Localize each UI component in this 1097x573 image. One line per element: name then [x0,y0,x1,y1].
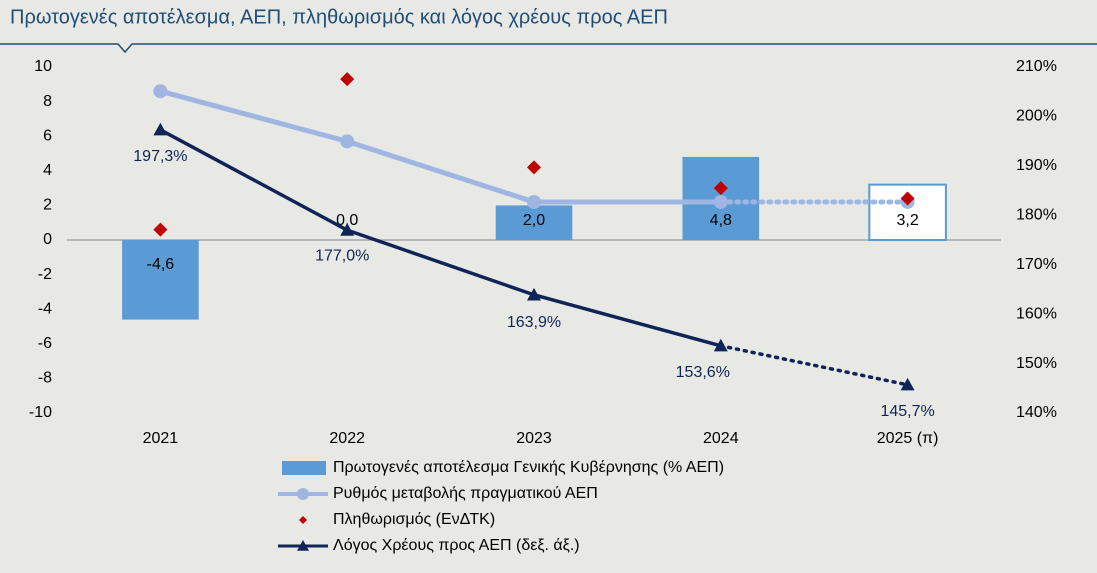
line [158,128,723,348]
data-label: 177,0% [315,247,369,264]
point [153,84,168,99]
y-tick-label: 4 [43,162,52,179]
data-label: 163,9% [507,314,561,331]
point [713,338,728,352]
y-tick-label: 8 [43,93,52,110]
point [900,191,915,206]
point [527,287,541,301]
bar-label: 3,2 [896,212,918,229]
bar-label: -4,6 [147,256,175,273]
bar [495,205,573,240]
point [527,160,541,175]
point [713,194,728,209]
x-tick-label: 2022 [329,430,365,447]
point [153,222,168,237]
point [527,194,541,209]
y-tick-label: -4 [38,300,52,317]
title-rule [0,43,1097,54]
y-tick-label: 0 [43,231,52,248]
x-tick-label: 2024 [703,430,739,447]
chart-title: Πρωτογενές αποτέλεσμα, ΑΕΠ, πληθωρισμός … [10,6,668,28]
y2-tick-label: 150% [1016,355,1057,372]
bar-label: 2,0 [523,212,545,229]
legend-icon [297,540,309,551]
data-label: 153,6% [676,364,730,381]
point [153,122,168,136]
y-tick-label: 6 [43,127,52,144]
x-tick-label: 2025 (π) [877,430,939,447]
point [713,181,728,196]
point [340,223,355,236]
line [719,344,910,387]
y2-tick-label: 160% [1016,305,1057,322]
y2-tick-label: 190% [1016,157,1057,174]
y2-tick-label: 170% [1016,256,1057,273]
line [157,88,724,205]
data-label: 145,7% [880,403,934,420]
y-tick-label: -10 [29,404,52,421]
x-tick-label: 2023 [516,430,552,447]
data-label: 197,3% [133,148,187,165]
x-tick-label: 2021 [143,430,179,447]
y-tick-label: -2 [38,266,52,283]
point [900,377,915,391]
bar-label: 0,0 [336,212,358,229]
y2-tick-label: 140% [1016,404,1057,421]
legend-icon [299,516,307,524]
y-tick-label: -6 [38,335,52,352]
legend-icon [282,461,326,475]
y-tick-label: 10 [34,58,52,75]
legend-label: Πληθωρισμός (ΕνΔΤΚ) [333,511,495,528]
bar-label: 4,8 [710,212,732,229]
legend-label: Ρυθμός μεταβολής πραγματικού ΑΕΠ [333,485,598,502]
y-tick-label: 2 [43,197,52,214]
y2-tick-label: 200% [1016,108,1057,125]
legend-icon [297,488,309,500]
y2-tick-label: 180% [1016,207,1057,224]
legend-label: Πρωτογενές αποτέλεσμα Γενικής Κυβέρνησης… [333,459,724,476]
y-tick-label: -8 [38,370,52,387]
y2-tick-label: 210% [1016,58,1057,75]
bar [122,240,199,320]
point [340,134,355,149]
legend-label: Λόγος Χρέους προς ΑΕΠ (δεξ. άξ.) [333,537,580,554]
point [340,72,355,87]
